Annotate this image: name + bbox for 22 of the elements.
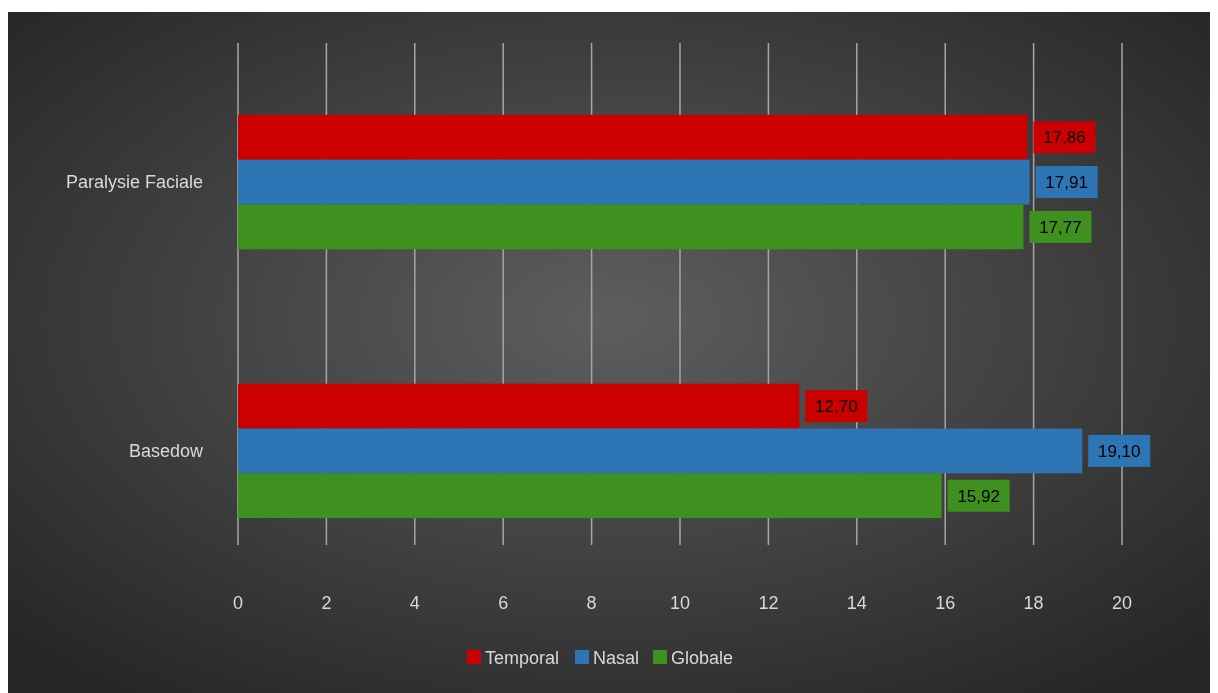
data-label: 12,70 <box>815 397 858 417</box>
data-label: 15,92 <box>957 486 1000 506</box>
data-label: 19,10 <box>1097 441 1141 461</box>
y-tick-label: Basedow <box>128 440 204 461</box>
x-tick-label: 12 <box>758 593 779 613</box>
x-tick-label: 14 <box>846 593 867 613</box>
legend-label: Temporal <box>485 648 560 668</box>
data-label: 17,86 <box>1043 128 1086 148</box>
x-tick-label: 20 <box>1111 593 1133 613</box>
data-label: 17,77 <box>1039 217 1082 237</box>
x-tick-label: 16 <box>935 593 956 613</box>
x-tick-label: 4 <box>409 593 420 613</box>
data-label: 17,91 <box>1045 173 1088 193</box>
x-tick-label: 10 <box>669 593 691 613</box>
legend-label: Nasal <box>593 648 640 668</box>
x-tick-label: 6 <box>498 593 509 613</box>
x-tick-label: 0 <box>232 593 244 613</box>
x-tick-label: 18 <box>1023 593 1044 613</box>
x-tick-label: 2 <box>321 593 332 613</box>
legend-label: Globale <box>671 648 734 668</box>
x-tick-label: 8 <box>586 593 597 613</box>
y-tick-label: Paralysie Faciale <box>65 172 203 193</box>
